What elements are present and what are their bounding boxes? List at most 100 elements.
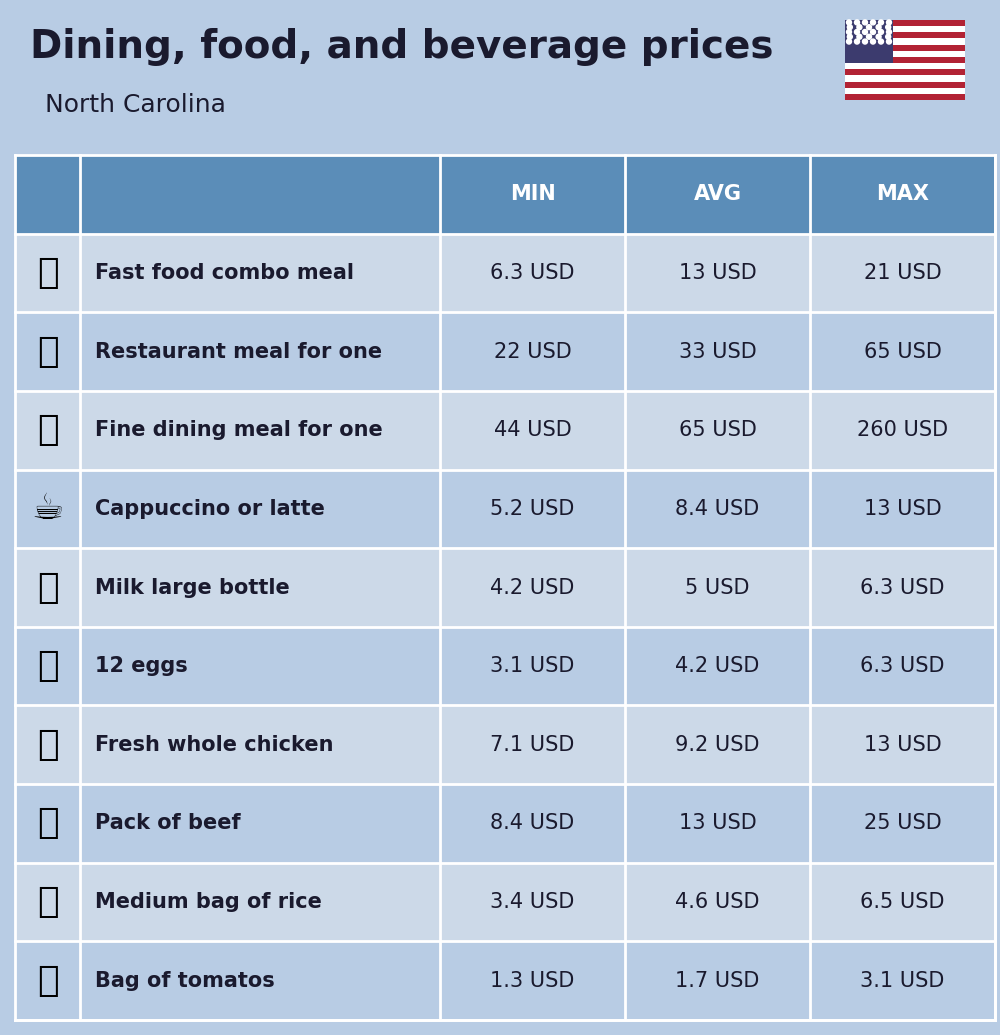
Bar xyxy=(810,234,995,313)
Text: 🍔: 🍔 xyxy=(37,256,58,290)
Text: 4.2 USD: 4.2 USD xyxy=(490,578,575,597)
Circle shape xyxy=(886,34,891,39)
Bar xyxy=(15,942,80,1021)
Bar xyxy=(625,470,810,549)
Bar xyxy=(15,627,80,706)
Bar xyxy=(15,313,80,391)
Text: 44 USD: 44 USD xyxy=(494,420,571,440)
Circle shape xyxy=(857,25,862,30)
Text: 9.2 USD: 9.2 USD xyxy=(675,735,760,755)
Bar xyxy=(810,155,995,234)
Text: 4.2 USD: 4.2 USD xyxy=(675,656,760,676)
Text: 🐔: 🐔 xyxy=(37,728,58,762)
Circle shape xyxy=(887,29,892,34)
Bar xyxy=(625,785,810,863)
Bar xyxy=(810,627,995,706)
Text: MAX: MAX xyxy=(876,184,929,204)
Bar xyxy=(15,785,80,863)
Text: Bag of tomatos: Bag of tomatos xyxy=(95,971,275,990)
Circle shape xyxy=(870,20,876,25)
Text: 🥚: 🥚 xyxy=(37,649,58,683)
Text: ☕: ☕ xyxy=(31,492,64,526)
Circle shape xyxy=(879,20,884,25)
Bar xyxy=(845,82,965,88)
Bar xyxy=(80,627,440,706)
Bar xyxy=(440,785,625,863)
Bar xyxy=(80,706,440,785)
Circle shape xyxy=(854,29,860,34)
Circle shape xyxy=(886,25,891,30)
Text: 8.4 USD: 8.4 USD xyxy=(490,814,575,833)
Text: 🍚: 🍚 xyxy=(37,885,58,919)
Bar xyxy=(440,863,625,942)
Bar xyxy=(845,57,965,63)
Bar xyxy=(80,785,440,863)
Bar xyxy=(810,391,995,470)
Bar xyxy=(845,20,965,26)
Text: 4.6 USD: 4.6 USD xyxy=(675,892,760,912)
Text: North Carolina: North Carolina xyxy=(45,93,226,117)
Text: 3.1 USD: 3.1 USD xyxy=(490,656,575,676)
Text: 🍳: 🍳 xyxy=(37,334,58,368)
Bar xyxy=(625,942,810,1021)
Bar xyxy=(625,391,810,470)
Text: 🍅: 🍅 xyxy=(37,964,58,998)
Text: Fine dining meal for one: Fine dining meal for one xyxy=(95,420,383,440)
Bar xyxy=(845,20,893,63)
Text: 1.7 USD: 1.7 USD xyxy=(675,971,760,990)
Bar xyxy=(80,549,440,627)
Bar xyxy=(15,470,80,549)
Bar xyxy=(845,69,965,76)
Text: 33 USD: 33 USD xyxy=(679,342,756,361)
Text: 65 USD: 65 USD xyxy=(864,342,941,361)
Bar xyxy=(80,391,440,470)
Bar xyxy=(15,549,80,627)
Text: 13 USD: 13 USD xyxy=(864,735,941,755)
Text: 22 USD: 22 USD xyxy=(494,342,571,361)
Circle shape xyxy=(866,34,872,39)
Text: Milk large bottle: Milk large bottle xyxy=(95,578,290,597)
Text: 13 USD: 13 USD xyxy=(679,814,756,833)
Text: 21 USD: 21 USD xyxy=(864,263,941,283)
Circle shape xyxy=(879,39,884,45)
Bar xyxy=(15,706,80,785)
Bar xyxy=(810,942,995,1021)
Bar xyxy=(845,32,965,38)
Bar xyxy=(80,155,440,234)
Bar xyxy=(440,313,625,391)
Bar xyxy=(845,94,965,100)
Text: 3.1 USD: 3.1 USD xyxy=(860,971,945,990)
Circle shape xyxy=(847,34,852,39)
Text: 260 USD: 260 USD xyxy=(857,420,948,440)
Circle shape xyxy=(879,29,884,34)
Text: 12 eggs: 12 eggs xyxy=(95,656,188,676)
Text: 1.3 USD: 1.3 USD xyxy=(490,971,575,990)
Bar xyxy=(440,470,625,549)
Text: 7.1 USD: 7.1 USD xyxy=(490,735,575,755)
Bar xyxy=(15,234,80,313)
Circle shape xyxy=(870,39,876,45)
Bar xyxy=(80,234,440,313)
Bar xyxy=(625,863,810,942)
Text: Restaurant meal for one: Restaurant meal for one xyxy=(95,342,382,361)
Text: 6.3 USD: 6.3 USD xyxy=(860,578,945,597)
Text: 🥛: 🥛 xyxy=(37,570,58,604)
Text: 6.3 USD: 6.3 USD xyxy=(490,263,575,283)
Text: MIN: MIN xyxy=(510,184,555,204)
Circle shape xyxy=(887,20,892,25)
Bar xyxy=(810,313,995,391)
Circle shape xyxy=(846,39,852,45)
Bar xyxy=(440,942,625,1021)
Text: 6.3 USD: 6.3 USD xyxy=(860,656,945,676)
Bar xyxy=(440,234,625,313)
Bar xyxy=(15,863,80,942)
Circle shape xyxy=(857,34,862,39)
Text: Dining, food, and beverage prices: Dining, food, and beverage prices xyxy=(30,28,774,66)
Circle shape xyxy=(846,20,852,25)
Text: 13 USD: 13 USD xyxy=(864,499,941,519)
Bar xyxy=(80,470,440,549)
Bar xyxy=(625,706,810,785)
Bar xyxy=(810,706,995,785)
Circle shape xyxy=(887,39,892,45)
Bar xyxy=(440,391,625,470)
